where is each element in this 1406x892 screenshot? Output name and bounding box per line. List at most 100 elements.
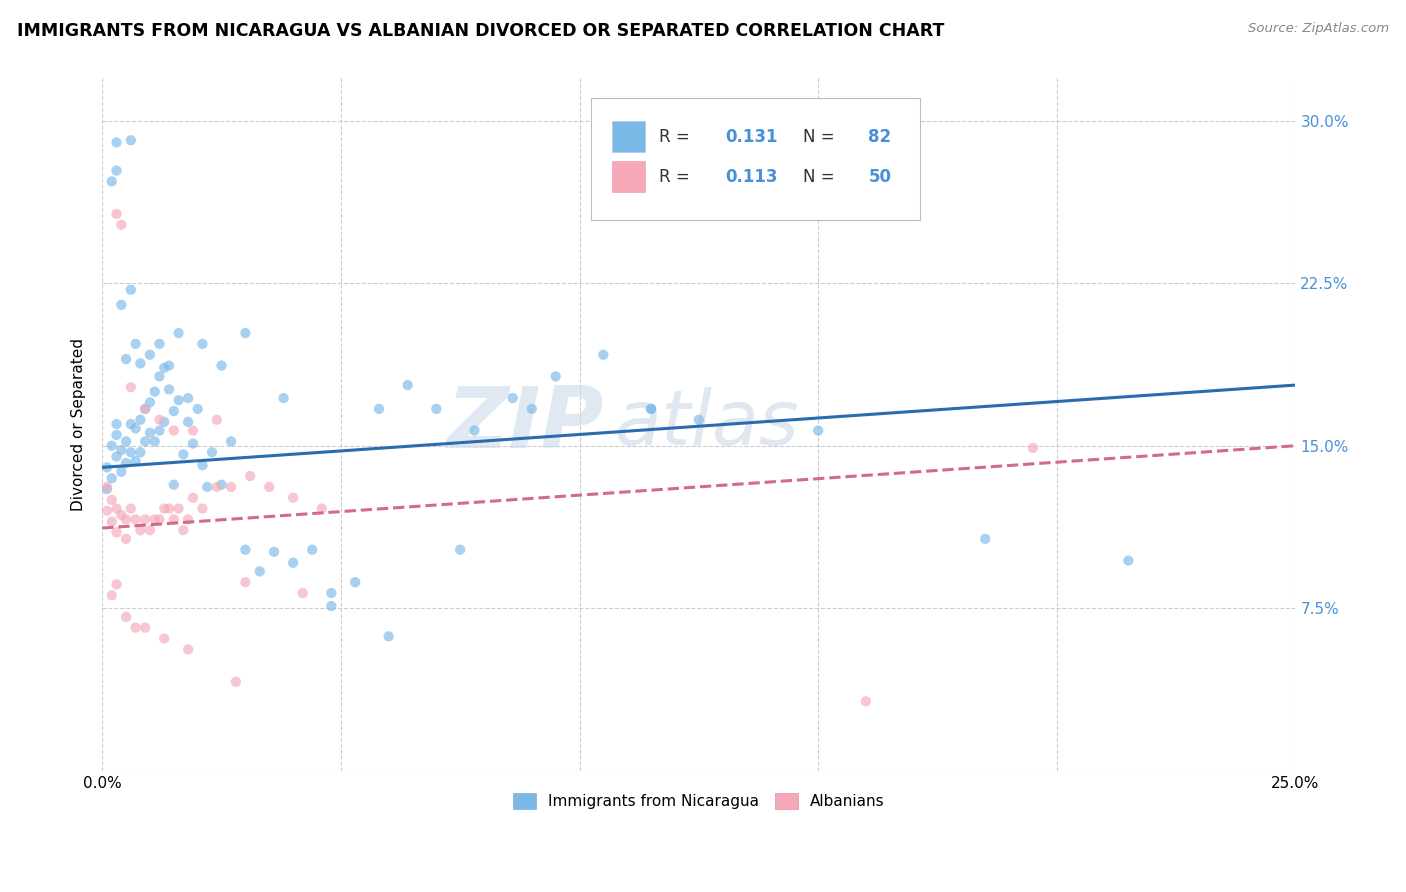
Point [124, 621, 146, 635]
Point [163, 404, 186, 418]
Text: 0.131: 0.131 [725, 128, 778, 146]
Point [201, 445, 224, 459]
Point [211, 477, 233, 491]
Point [157, 383, 180, 397]
Point [115, 610, 138, 624]
Point [129, 445, 152, 459]
Point [153, 501, 176, 516]
Point [640, 401, 662, 416]
Point [134, 401, 156, 416]
FancyBboxPatch shape [592, 98, 920, 219]
Point [100, 515, 122, 529]
Point [807, 424, 830, 438]
Point [167, 501, 190, 516]
Point [110, 508, 132, 522]
FancyBboxPatch shape [612, 121, 645, 153]
Point [115, 512, 138, 526]
Point [105, 163, 128, 178]
Point [120, 283, 142, 297]
Point [100, 588, 122, 602]
Point [368, 401, 391, 416]
Point [225, 674, 247, 689]
Point [301, 542, 323, 557]
Point [211, 359, 233, 373]
FancyBboxPatch shape [612, 161, 645, 192]
Text: N =: N = [803, 168, 839, 186]
Point [181, 491, 204, 505]
Point [235, 575, 257, 590]
Point [148, 512, 170, 526]
Point [115, 434, 138, 449]
Point [187, 401, 209, 416]
Point [463, 424, 485, 438]
Text: Source: ZipAtlas.com: Source: ZipAtlas.com [1249, 22, 1389, 36]
Point [157, 501, 180, 516]
Point [124, 454, 146, 468]
Point [177, 391, 200, 405]
Point [177, 415, 200, 429]
Point [100, 492, 122, 507]
Point [153, 415, 176, 429]
Text: 0.113: 0.113 [725, 168, 778, 186]
Point [321, 586, 343, 600]
Point [163, 512, 186, 526]
Point [520, 401, 543, 416]
Point [105, 577, 128, 591]
Point [124, 337, 146, 351]
Point [134, 512, 156, 526]
Point [148, 413, 170, 427]
Point [344, 575, 367, 590]
Point [219, 434, 242, 449]
Point [377, 629, 399, 643]
Point [273, 391, 295, 405]
Point [96, 504, 118, 518]
Point [157, 359, 180, 373]
Point [110, 218, 132, 232]
Point [205, 413, 228, 427]
Point [167, 326, 190, 340]
Point [105, 450, 128, 464]
Point [249, 565, 271, 579]
Point [105, 525, 128, 540]
Point [148, 337, 170, 351]
Point [143, 384, 166, 399]
Point [129, 413, 152, 427]
Point [1022, 441, 1045, 455]
Text: 82: 82 [869, 128, 891, 146]
Point [134, 621, 156, 635]
Point [311, 501, 333, 516]
Legend: Immigrants from Nicaragua, Albanians: Immigrants from Nicaragua, Albanians [508, 787, 890, 815]
Point [115, 532, 138, 546]
Point [134, 401, 156, 416]
Point [115, 456, 138, 470]
Point [110, 443, 132, 458]
Point [96, 480, 118, 494]
Point [139, 395, 162, 409]
Point [143, 512, 166, 526]
Point [153, 360, 176, 375]
Point [110, 465, 132, 479]
Text: atlas: atlas [616, 387, 800, 461]
Point [163, 477, 186, 491]
Text: N =: N = [803, 128, 839, 146]
Point [105, 501, 128, 516]
Point [148, 369, 170, 384]
Point [172, 523, 194, 537]
Point [502, 391, 524, 405]
Point [129, 356, 152, 370]
Point [134, 434, 156, 449]
Point [855, 694, 877, 708]
Point [105, 207, 128, 221]
Point [425, 401, 447, 416]
Point [120, 501, 142, 516]
Point [1118, 553, 1140, 567]
Point [191, 501, 214, 516]
Point [139, 348, 162, 362]
Point [124, 512, 146, 526]
Text: IMMIGRANTS FROM NICARAGUA VS ALBANIAN DIVORCED OR SEPARATED CORRELATION CHART: IMMIGRANTS FROM NICARAGUA VS ALBANIAN DI… [17, 22, 945, 40]
Point [291, 586, 314, 600]
Point [167, 393, 190, 408]
Y-axis label: Divorced or Separated: Divorced or Separated [72, 337, 86, 510]
Point [120, 380, 142, 394]
Point [181, 424, 204, 438]
